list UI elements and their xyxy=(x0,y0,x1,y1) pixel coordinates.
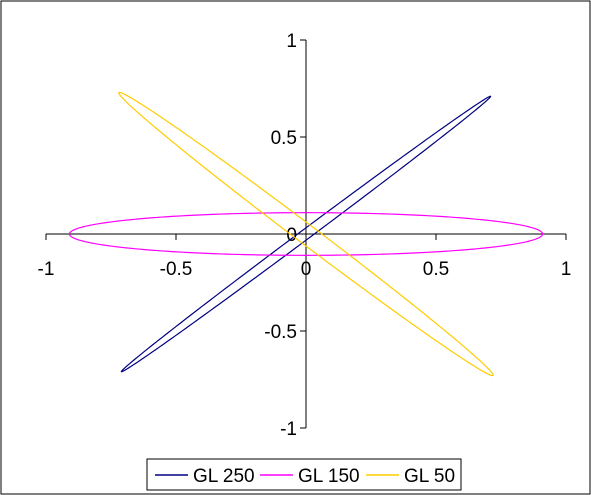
x-tick-label: 0.5 xyxy=(423,259,449,280)
x-tick-label: -1 xyxy=(38,259,55,280)
x-tick-label: 0 xyxy=(301,259,312,280)
axes-layer: -1 -0.5 0 0.5 110.50-0.5-1 xyxy=(38,31,572,440)
x-tick-label: -0.5 xyxy=(160,259,193,280)
legend-label: GL 50 xyxy=(404,466,455,487)
y-tick-label: -0.5 xyxy=(264,322,297,343)
y-tick-label: -1 xyxy=(280,419,297,440)
legend-label: GL 250 xyxy=(193,466,255,487)
legend-label: GL 150 xyxy=(298,466,360,487)
series-layer xyxy=(68,91,544,377)
series-line-gl-250 xyxy=(120,95,492,373)
y-tick-label: 1 xyxy=(286,31,297,52)
series-line-gl-150 xyxy=(68,212,544,256)
series-line-gl-50 xyxy=(118,91,494,377)
legend: GL 250 GL 150 GL 50 xyxy=(146,458,462,491)
y-tick-label: 0.5 xyxy=(271,128,297,149)
legend-box xyxy=(146,458,462,491)
x-tick-label: 1 xyxy=(561,259,572,280)
